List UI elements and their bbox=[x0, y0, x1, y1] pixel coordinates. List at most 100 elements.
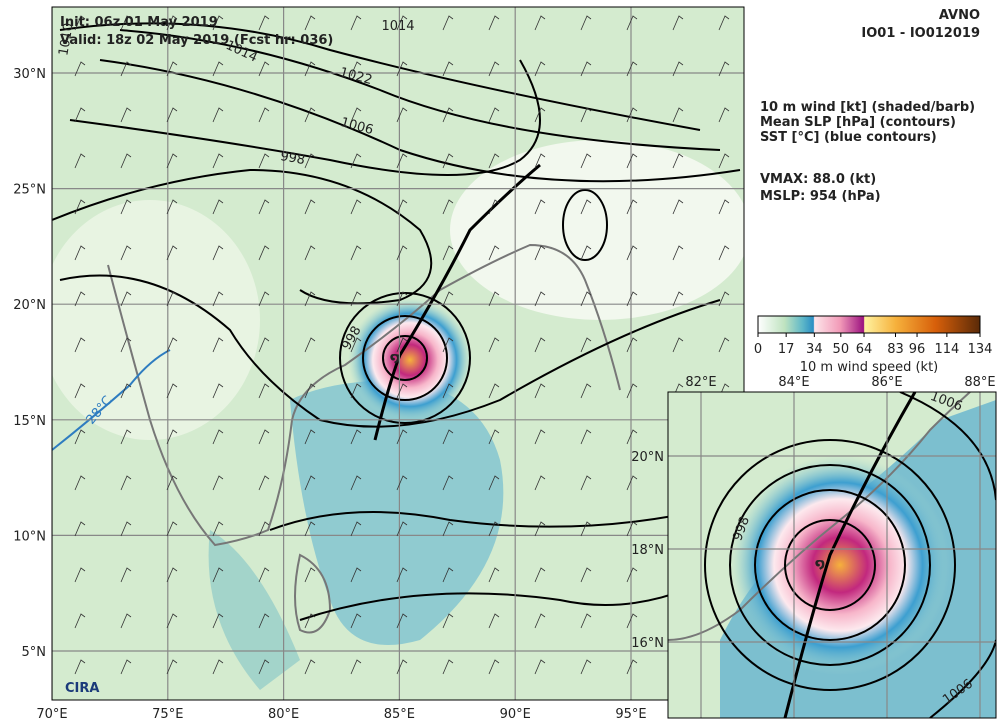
wind-barb bbox=[258, 153, 270, 169]
wind-barb bbox=[120, 199, 132, 215]
wind-barb bbox=[580, 567, 592, 583]
wind-barb bbox=[626, 61, 638, 77]
wind-barb bbox=[672, 199, 684, 215]
wind-barb bbox=[718, 107, 730, 123]
contour-label: 998 bbox=[279, 149, 306, 168]
wind-barb bbox=[258, 199, 270, 215]
wind-barb bbox=[442, 61, 454, 77]
wind-barb bbox=[120, 383, 132, 399]
inset-lon-label: 84°E bbox=[778, 375, 809, 390]
wind-barb bbox=[212, 153, 224, 169]
wind-barb bbox=[672, 245, 684, 261]
wind-barb bbox=[212, 199, 224, 215]
wind-barb bbox=[258, 659, 270, 675]
wind-barb bbox=[396, 567, 408, 583]
wind-barb bbox=[166, 613, 178, 629]
lon-label: 70°E bbox=[36, 707, 67, 722]
wind-barb bbox=[488, 613, 500, 629]
wind-barb bbox=[258, 521, 270, 537]
cyclone-wind-core bbox=[730, 455, 950, 675]
wind-barb bbox=[120, 61, 132, 77]
wind-barb bbox=[212, 475, 224, 491]
colorbar-tick-label: 96 bbox=[909, 342, 926, 357]
coastline bbox=[668, 392, 971, 641]
colorbar-tick-label: 0 bbox=[754, 342, 762, 357]
wind-barb bbox=[442, 567, 454, 583]
wind-barb bbox=[166, 475, 178, 491]
map-frame bbox=[51, 6, 745, 701]
wind-barb bbox=[626, 15, 638, 31]
wind-barb bbox=[580, 475, 592, 491]
wind-barb bbox=[166, 199, 178, 215]
wind-barb bbox=[74, 429, 86, 445]
init-time: Init: 06z 01 May 2019 bbox=[60, 15, 218, 30]
wind-barb bbox=[488, 15, 500, 31]
wind-barb bbox=[74, 521, 86, 537]
wind-barb bbox=[396, 521, 408, 537]
legend-line: SST [°C] (blue contours) bbox=[760, 130, 937, 145]
wind-barb bbox=[258, 61, 270, 77]
wind-barb bbox=[580, 245, 592, 261]
wind-barb bbox=[166, 659, 178, 675]
wind-barb bbox=[74, 337, 86, 353]
wind-barb bbox=[258, 383, 270, 399]
wind-barb bbox=[488, 107, 500, 123]
wind-barb bbox=[212, 337, 224, 353]
colorbar-tick-label: 114 bbox=[934, 342, 959, 357]
wind-barb bbox=[212, 61, 224, 77]
wind-barb bbox=[166, 107, 178, 123]
wind-barb bbox=[488, 383, 500, 399]
wind-barb bbox=[166, 61, 178, 77]
wind-barb bbox=[442, 153, 454, 169]
vmax: VMAX: 88.0 (kt) bbox=[760, 172, 876, 187]
wind-barb bbox=[488, 61, 500, 77]
wind-barb bbox=[350, 107, 362, 123]
lon-label: 80°E bbox=[268, 707, 299, 722]
wind-barb bbox=[580, 153, 592, 169]
wind-barb bbox=[396, 475, 408, 491]
wind-barb bbox=[258, 15, 270, 31]
wind-barb bbox=[534, 521, 546, 537]
wind-barb bbox=[212, 659, 224, 675]
wind-barb bbox=[74, 383, 86, 399]
wind-barb bbox=[74, 153, 86, 169]
wind-barb bbox=[120, 613, 132, 629]
sst-contour bbox=[52, 349, 171, 451]
wind-barb bbox=[534, 429, 546, 445]
wind-barb bbox=[350, 291, 362, 307]
wind-barb bbox=[672, 291, 684, 307]
wind-barb bbox=[120, 429, 132, 445]
wind-barb bbox=[396, 291, 408, 307]
wind-barb bbox=[304, 291, 316, 307]
coastline bbox=[294, 553, 332, 634]
storm-track bbox=[373, 163, 541, 441]
wind-barb bbox=[350, 521, 362, 537]
wind-barb bbox=[166, 567, 178, 583]
wind-barb bbox=[718, 245, 730, 261]
wind-barb bbox=[120, 659, 132, 675]
lon-label: 85°E bbox=[384, 707, 415, 722]
colorbar-label: 10 m wind speed (kt) bbox=[800, 360, 939, 375]
wind-barb bbox=[304, 15, 316, 31]
wind-barb bbox=[580, 383, 592, 399]
lat-label: 25°N bbox=[13, 183, 46, 198]
wind-barb bbox=[74, 107, 86, 123]
wind-barb bbox=[304, 61, 316, 77]
wind-barb bbox=[350, 337, 362, 353]
wind-barb bbox=[442, 429, 454, 445]
wind-barb bbox=[120, 245, 132, 261]
wind-barb bbox=[672, 153, 684, 169]
wind-barb bbox=[442, 475, 454, 491]
wind-barb bbox=[626, 291, 638, 307]
mslp: MSLP: 954 (hPa) bbox=[760, 189, 881, 204]
contour-label: 1014 bbox=[381, 19, 414, 34]
wind-barb bbox=[672, 337, 684, 353]
wind-barb bbox=[304, 613, 316, 629]
wind-barb bbox=[626, 475, 638, 491]
inset-lon-label: 88°E bbox=[964, 375, 995, 390]
wind-barb bbox=[120, 567, 132, 583]
wind-barb bbox=[350, 153, 362, 169]
wind-barb bbox=[212, 613, 224, 629]
wind-barb bbox=[626, 337, 638, 353]
wind-barb bbox=[534, 15, 546, 31]
